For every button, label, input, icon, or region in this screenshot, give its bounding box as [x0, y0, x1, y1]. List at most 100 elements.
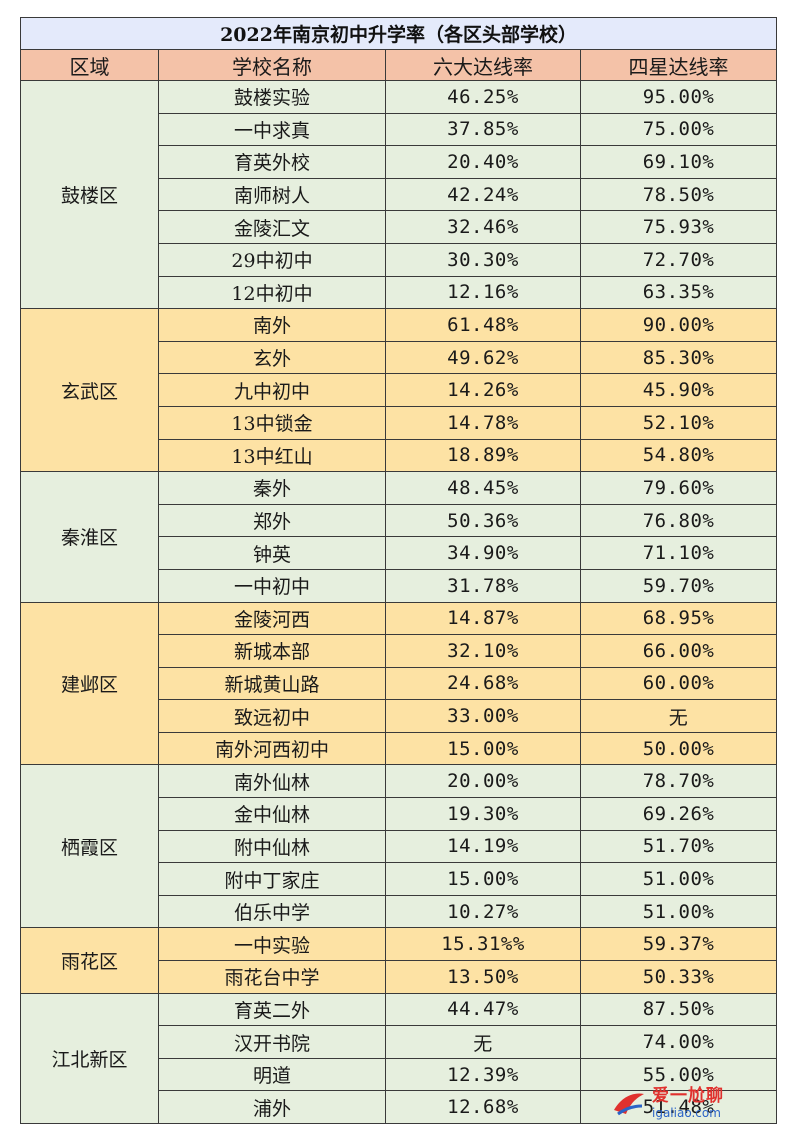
- six-rate-cell: 15.00%: [385, 862, 581, 896]
- six-rate-cell: 42.24%: [385, 177, 581, 212]
- school-name-cell: 一中实验: [158, 927, 386, 962]
- school-name-cell: 12中初中: [158, 275, 386, 310]
- six-rate-cell: 49.62%: [385, 340, 581, 375]
- four-star-rate-cell: 55.00%: [579, 1057, 778, 1092]
- school-name-cell: 明道: [158, 1057, 386, 1092]
- school-name-cell: 金陵汇文: [158, 210, 386, 244]
- school-name-cell: 浦外: [158, 1090, 386, 1124]
- school-name-cell: 附中丁家庄: [158, 862, 386, 896]
- four-star-rate-cell: 69.10%: [579, 145, 778, 179]
- table-row: 一中求真 37.85% 75.00%: [21, 112, 778, 147]
- table-row: 伯乐中学 10.27% 51.00%: [21, 894, 778, 929]
- four-star-rate-cell: 51.00%: [579, 862, 778, 896]
- four-star-rate-cell: 59.37%: [579, 927, 778, 962]
- school-name-cell: 玄外: [158, 340, 386, 375]
- four-star-rate-cell: 54.80%: [579, 438, 778, 473]
- table-row: 新城本部 32.10% 66.00%: [21, 634, 778, 668]
- four-star-rate-cell: 90.00%: [579, 308, 778, 342]
- header-school-name: 学校名称: [158, 49, 386, 81]
- school-name-cell: 金陵河西: [158, 601, 386, 636]
- six-rate-cell: 14.87%: [385, 601, 581, 636]
- six-rate-cell: 44.47%: [385, 992, 581, 1027]
- table-row: 九中初中 14.26% 45.90%: [21, 373, 778, 407]
- four-star-rate-cell: 68.95%: [579, 601, 778, 636]
- header-six-rate: 六大达线率: [385, 49, 581, 81]
- table-row: 南外河西初中 15.00% 50.00%: [21, 731, 778, 766]
- school-name-cell: 附中仙林: [158, 829, 386, 864]
- table-row: 浦外 12.68% 51.48%: [21, 1090, 778, 1124]
- table-row: 玄外 49.62% 85.30%: [21, 340, 778, 375]
- four-star-rate-cell: 75.93%: [579, 210, 778, 244]
- table-row: 玄武区 南外 61.48% 90.00%: [20, 308, 778, 473]
- four-star-rate-cell: 50.33%: [579, 960, 778, 994]
- school-name-cell: 一中初中: [158, 568, 386, 603]
- school-name-cell: 九中初中: [158, 373, 386, 407]
- six-rate-cell: 14.26%: [385, 373, 581, 407]
- school-name-cell: 秦外: [158, 471, 386, 505]
- six-rate-cell: 19.30%: [385, 797, 581, 831]
- table-row: 南师树人 42.24% 78.50%: [21, 177, 778, 212]
- six-rate-cell: 14.19%: [385, 829, 581, 864]
- table-row: 金陵汇文 32.46% 75.93%: [21, 210, 778, 244]
- six-rate-cell: 24.68%: [385, 666, 581, 701]
- six-rate-cell: 48.45%: [385, 471, 581, 505]
- four-star-rate-cell: 78.70%: [579, 764, 778, 799]
- four-star-rate-cell: 51.48%: [579, 1090, 778, 1124]
- table-row: 12中初中 12.16% 63.35%: [21, 275, 778, 310]
- six-rate-cell: 61.48%: [385, 308, 581, 342]
- four-star-rate-cell: 45.90%: [579, 373, 778, 407]
- table-row: 江北新区 育英二外 44.47% 87.50%: [20, 992, 778, 1125]
- district-cell: 建邺区: [20, 601, 159, 766]
- six-rate-cell: 无: [385, 1025, 581, 1059]
- district-cell: 雨花区: [20, 927, 159, 994]
- four-star-rate-cell: 75.00%: [579, 112, 778, 147]
- six-rate-cell: 12.16%: [385, 275, 581, 310]
- district-cell: 玄武区: [20, 308, 159, 473]
- table-row: 秦淮区 秦外 48.45% 79.60%: [20, 471, 778, 603]
- four-star-rate-cell: 63.35%: [579, 275, 778, 310]
- score-table-sheet: 2022年南京初中升学率（各区头部学校） 区域 学校名称 六大达线率 四星达线率…: [19, 17, 778, 1125]
- school-name-cell: 钟英: [158, 536, 386, 570]
- header-row: 区域 学校名称 六大达线率 四星达线率: [20, 49, 778, 81]
- header-four-star-rate: 四星达线率: [579, 49, 778, 81]
- four-star-rate-cell: 无: [579, 699, 778, 733]
- school-name-cell: 13中红山: [158, 438, 386, 473]
- six-rate-cell: 32.46%: [385, 210, 581, 244]
- four-star-rate-cell: 66.00%: [579, 634, 778, 668]
- table-row: 钟英 34.90% 71.10%: [21, 536, 778, 570]
- four-star-rate-cell: 78.50%: [579, 177, 778, 212]
- table-row: 13中锁金 14.78% 52.10%: [21, 405, 778, 440]
- district-cell: 栖霞区: [20, 764, 159, 929]
- six-rate-cell: 33.00%: [385, 699, 581, 733]
- six-rate-cell: 20.00%: [385, 764, 581, 799]
- six-rate-cell: 32.10%: [385, 634, 581, 668]
- table-row: 13中红山 18.89% 54.80%: [21, 438, 778, 473]
- four-star-rate-cell: 69.26%: [579, 797, 778, 831]
- table-row: 鼓楼区 鼓楼实验 46.25% 95.00%: [20, 79, 778, 310]
- four-star-rate-cell: 52.10%: [579, 405, 778, 440]
- school-name-cell: 一中求真: [158, 112, 386, 147]
- six-rate-cell: 13.50%: [385, 960, 581, 994]
- six-rate-cell: 31.78%: [385, 568, 581, 603]
- table-row: 金中仙林 19.30% 69.26%: [21, 797, 778, 831]
- school-name-cell: 汉开书院: [158, 1025, 386, 1059]
- table-row: 雨花台中学 13.50% 50.33%: [21, 960, 778, 994]
- table-row: 29中初中 30.30% 72.70%: [21, 242, 778, 277]
- six-rate-cell: 10.27%: [385, 894, 581, 929]
- six-rate-cell: 15.00%: [385, 731, 581, 766]
- six-rate-cell: 30.30%: [385, 242, 581, 277]
- school-name-cell: 致远初中: [158, 699, 386, 733]
- school-name-cell: 南外河西初中: [158, 731, 386, 766]
- four-star-rate-cell: 51.70%: [579, 829, 778, 864]
- table-row: 建邺区 金陵河西 14.87% 68.95%: [20, 601, 778, 766]
- table-row: 汉开书院无 74.00%: [21, 1025, 778, 1059]
- district-cell: 鼓楼区: [20, 79, 159, 310]
- table-body: 鼓楼区 鼓楼实验 46.25% 95.00% 一中求真 37.85% 75.00% 育英外校 2…: [20, 79, 778, 1125]
- table-row: 雨花区 一中实验 15.31%% 59.37%: [20, 927, 778, 994]
- table-title: 2022年南京初中升学率（各区头部学校）: [19, 17, 778, 50]
- four-star-rate-cell: 76.80%: [579, 503, 778, 538]
- school-name-cell: 伯乐中学: [158, 894, 386, 929]
- four-star-rate-cell: 95.00%: [579, 80, 778, 114]
- six-rate-cell: 37.85%: [385, 112, 581, 147]
- four-star-rate-cell: 79.60%: [579, 471, 778, 505]
